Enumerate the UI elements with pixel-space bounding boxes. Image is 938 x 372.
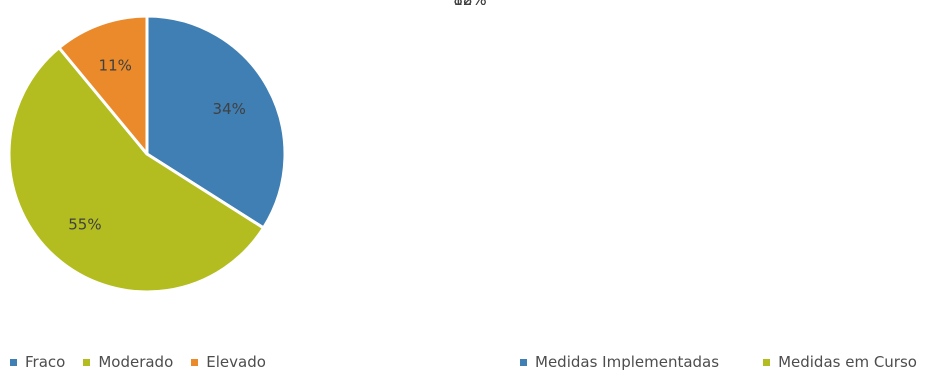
legend-item-elevado: Elevado (191, 353, 266, 371)
data-label-medidas-implementadas: 82% (453, 0, 486, 9)
legend-measures-status: Medidas Implementadas Medidas em Curso (520, 353, 917, 371)
pie-chart-measures-status: 82% 18% Medidas Implementadas Medidas em C… (453, 0, 938, 372)
pie-slice-medidas-em-curso (621, 135, 626, 140)
pie-chart-risk-level: 34% 55% 11% Fraco Moderado Elevado (0, 0, 460, 372)
legend-swatch-fraco (10, 358, 17, 366)
legend-swatch-medidas-implementadas (520, 358, 527, 366)
legend-label-fraco: Fraco (25, 353, 66, 371)
legend-item-medidas-em-curso: Medidas em Curso (763, 353, 917, 371)
pie-slice-elevado (57, 14, 149, 156)
legend-swatch-moderado (83, 358, 91, 366)
legend-item-medidas-implementadas: Medidas Implementadas (520, 353, 719, 371)
data-label-medidas-em-curso: 18% (453, 0, 486, 9)
legend-item-fraco: Fraco (10, 353, 65, 371)
data-label-elevado: 11% (99, 57, 132, 75)
legend-risk-level: Fraco Moderado Elevado (10, 353, 284, 371)
legend-label-medidas-em-curso: Medidas em Curso (778, 353, 917, 371)
legend-label-elevado: Elevado (206, 353, 266, 371)
pie-chart-risk-level-plot: 34% 55% 11% (7, 14, 287, 294)
legend-item-moderado: Moderado (83, 353, 173, 371)
data-label-moderado: 55% (68, 215, 101, 233)
data-label-fraco: 34% (213, 100, 246, 118)
pie-slice-moderado (7, 46, 266, 294)
legend-swatch-elevado (191, 358, 199, 366)
legend-swatch-medidas-em-curso (763, 358, 771, 366)
legend-label-medidas-implementadas: Medidas Implementadas (535, 353, 720, 371)
pie-chart-measures-status-plot: 82%18% (453, 0, 627, 141)
legend-label-moderado: Moderado (98, 353, 174, 371)
